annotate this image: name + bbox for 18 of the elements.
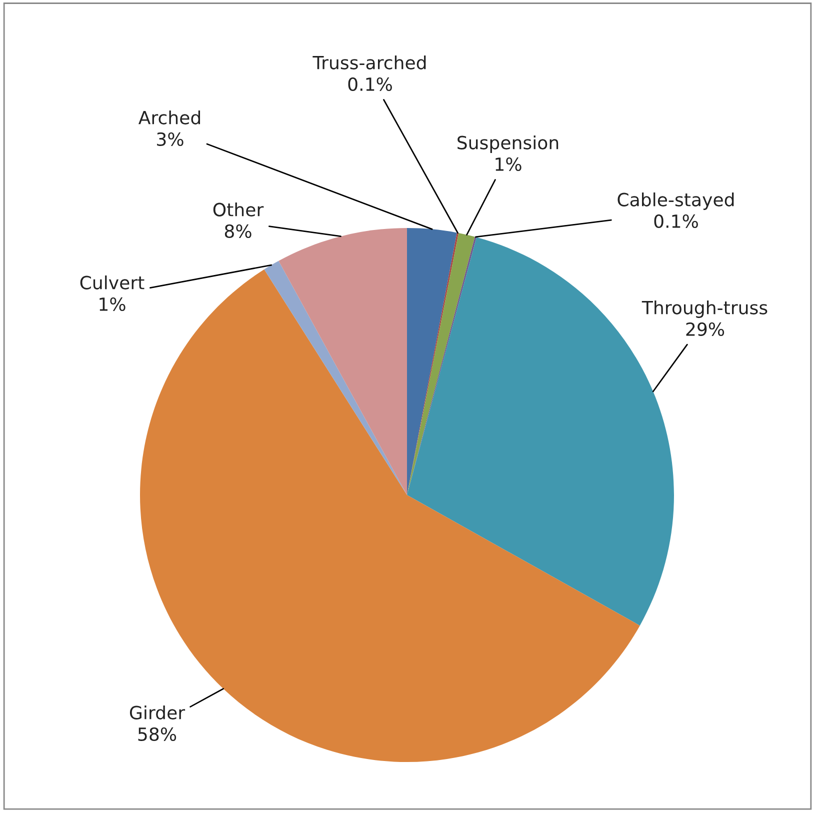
data-label: 0.1% (348, 77, 392, 92)
data-label: 8% (224, 224, 252, 238)
slice-label: Cable-stayed (618, 192, 734, 210)
slice-label: Truss-arched (312, 55, 426, 70)
data-label: 0.1% (654, 214, 698, 228)
slice-label: Arched (138, 110, 200, 124)
pie-slice (264, 260, 407, 495)
data-label: 1% (496, 157, 522, 172)
pie-slice (278, 228, 407, 495)
data-label: 1% (100, 297, 126, 312)
data-label: 29% (686, 322, 724, 336)
slice-label: Suspension (458, 135, 558, 153)
slice-label: Girder (130, 705, 186, 720)
slice-label: Culvert (80, 275, 144, 290)
data-label: 58% (138, 727, 176, 742)
slice-label: Other (213, 202, 264, 216)
slice-label: Through-truss (642, 300, 768, 318)
data-label: 3% (157, 132, 184, 146)
